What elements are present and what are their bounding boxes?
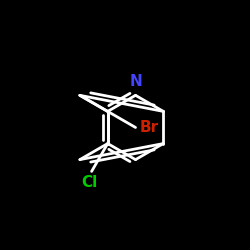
Text: Br: Br xyxy=(139,120,158,135)
Text: Cl: Cl xyxy=(81,175,97,190)
Text: N: N xyxy=(129,74,142,89)
